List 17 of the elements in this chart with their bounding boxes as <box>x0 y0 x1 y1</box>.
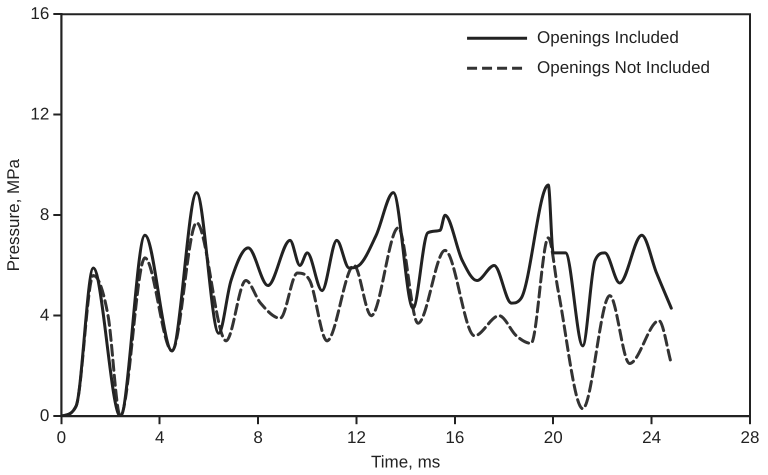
x-tick-label: 4 <box>154 428 164 448</box>
y-tick-label: 12 <box>30 104 50 124</box>
y-tick-label: 0 <box>40 406 50 425</box>
y-axis-title: Pressure, MPa <box>4 158 23 272</box>
y-tick-label: 16 <box>30 4 50 23</box>
x-tick-label: 16 <box>445 428 464 448</box>
x-tick-label: 0 <box>56 428 66 448</box>
x-tick-label: 20 <box>544 428 563 448</box>
legend-label: Openings Included <box>537 28 679 47</box>
x-tick-label: 8 <box>253 428 263 448</box>
x-axis-title: Time, ms <box>371 452 440 472</box>
x-tick-label: 28 <box>740 428 760 448</box>
x-tick-label: 24 <box>642 428 662 448</box>
y-tick-label: 8 <box>40 204 50 224</box>
legend-label: Openings Not Included <box>537 58 710 77</box>
x-tick-label: 12 <box>347 428 366 448</box>
y-tick-label: 4 <box>40 305 50 324</box>
